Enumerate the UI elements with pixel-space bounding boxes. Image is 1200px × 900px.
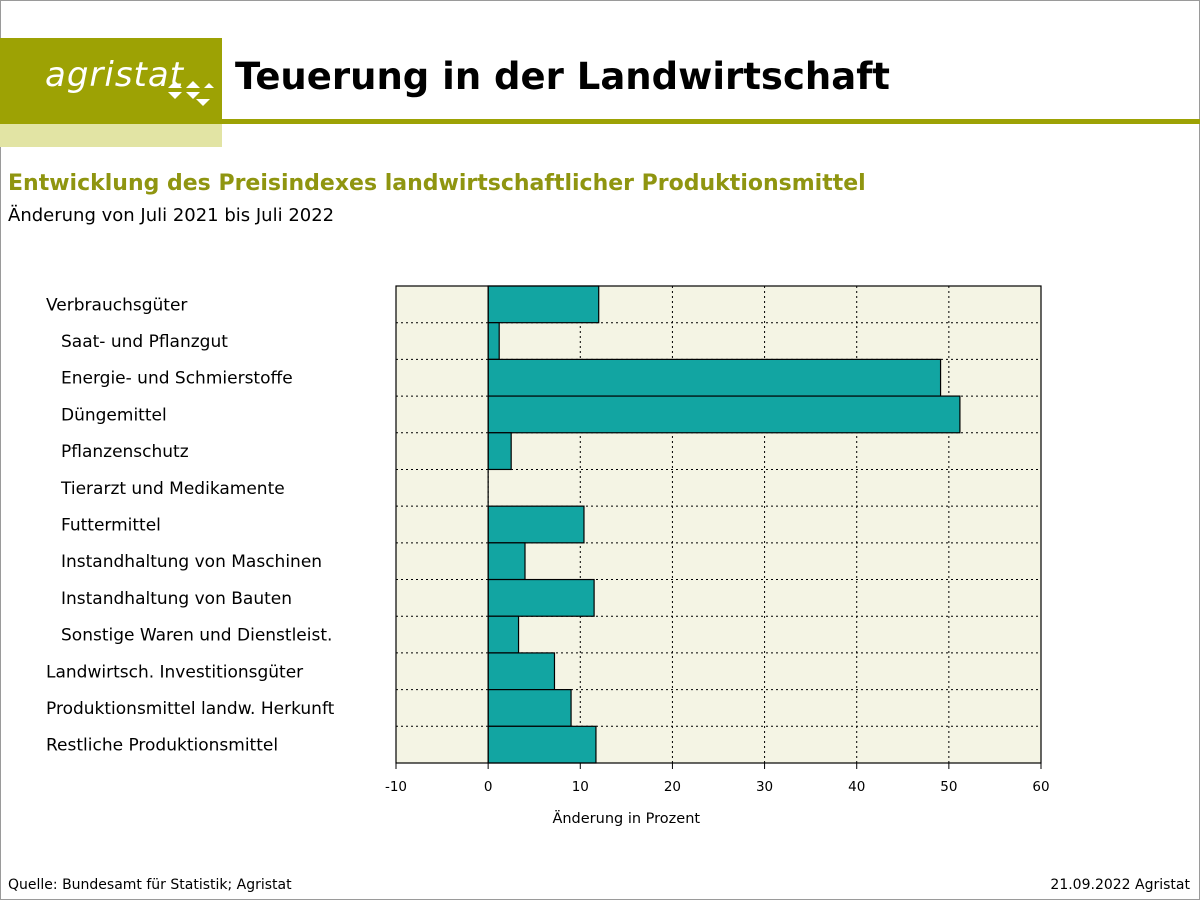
bar [487, 615, 520, 654]
category-label: Restliche Produktionsmittel [46, 736, 278, 756]
x-tick-label: 0 [484, 779, 493, 795]
category-label: Sonstige Waren und Dienstleist. [61, 626, 332, 646]
chart-subtitle: Änderung von Juli 2021 bis Juli 2022 [8, 205, 335, 226]
chart-title: Entwicklung des Preisindexes landwirtsch… [8, 171, 866, 196]
logo-triangles-icon [168, 81, 214, 106]
logo-text: agristat [45, 55, 185, 95]
category-label: Produktionsmittel landw. Herkunft [46, 699, 335, 719]
logo-strip [0, 124, 222, 147]
logo-box [0, 38, 222, 124]
bar [487, 432, 512, 471]
title-underline [222, 119, 1200, 124]
category-label: Energie- und Schmierstoffe [61, 369, 293, 389]
category-label: Tierarzt und Medikamente [60, 479, 285, 499]
bar [487, 395, 961, 434]
category-label: Futtermittel [61, 516, 161, 536]
bar [487, 725, 597, 764]
category-label: Instandhaltung von Bauten [61, 589, 292, 609]
x-tick-label: 20 [664, 779, 681, 795]
bar [487, 505, 585, 544]
bar-chart: -10 0 10 20 30 40 50 60 Verbrauchsgüter Saat- und… [46, 285, 1050, 827]
bar [487, 358, 942, 397]
x-tick-label: 40 [848, 779, 865, 795]
category-label: Verbrauchsgüter [46, 295, 187, 315]
bar [487, 285, 600, 324]
page-title: Teuerung in der Landwirtschaft [235, 55, 890, 98]
category-label: Saat- und Pflanzgut [61, 332, 228, 352]
source-note: Quelle: Bundesamt für Statistik; Agrista… [8, 877, 292, 893]
x-axis-title: Änderung in Prozent [552, 809, 700, 827]
bar [487, 542, 526, 581]
plot-border [395, 285, 1042, 764]
date-note: 21.09.2022 Agristat [1050, 877, 1190, 893]
category-label: Pflanzenschutz [61, 442, 189, 462]
x-tick-label: 30 [756, 779, 773, 795]
bar [487, 652, 556, 691]
category-label: Düngemittel [61, 405, 167, 425]
bar [487, 322, 500, 360]
x-tick-label: -10 [385, 779, 407, 795]
x-tick-label: 10 [572, 779, 589, 795]
category-label: Landwirtsch. Investitionsgüter [46, 662, 303, 682]
x-tick-label: 60 [1032, 779, 1049, 795]
bar [487, 689, 572, 727]
category-label: Instandhaltung von Maschinen [61, 552, 322, 572]
x-tick-label: 50 [940, 779, 957, 795]
bar [487, 578, 595, 617]
